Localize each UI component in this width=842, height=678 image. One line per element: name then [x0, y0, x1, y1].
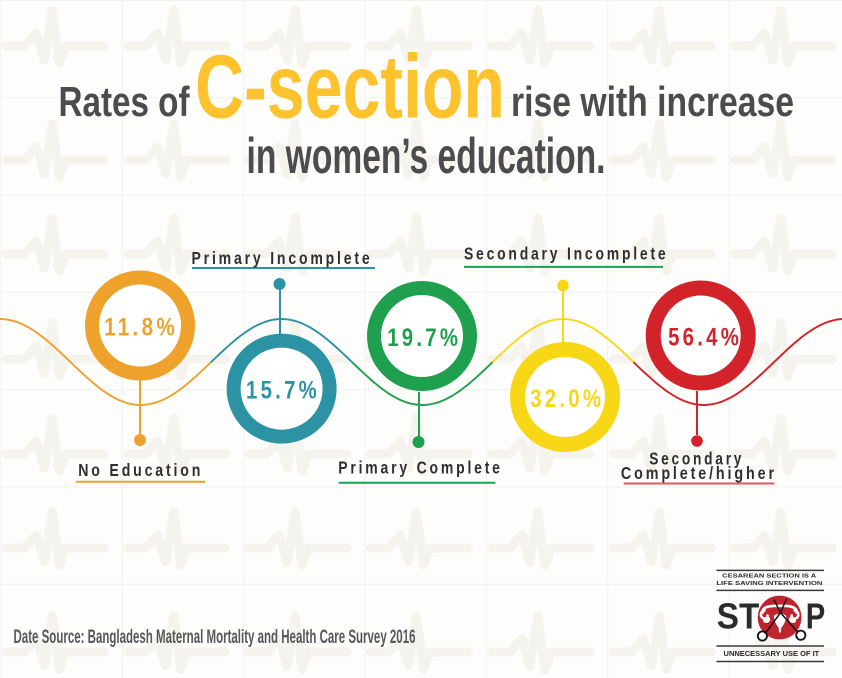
svg-text:Primary Incomplete: Primary Incomplete: [192, 248, 373, 268]
svg-text:15.7%: 15.7%: [246, 377, 320, 405]
svg-text:LIFE SAVING INTERVENTION: LIFE SAVING INTERVENTION: [716, 581, 822, 587]
svg-text:No Education: No Education: [78, 460, 203, 480]
svg-text:56.4%: 56.4%: [668, 324, 742, 352]
svg-text:ST: ST: [717, 596, 760, 637]
svg-text:Secondary Incomplete: Secondary Incomplete: [464, 244, 669, 264]
svg-text:Secondary: Secondary: [649, 449, 744, 469]
svg-text:Date Source: Bangladesh Matern: Date Source: Bangladesh Maternal Mortali…: [14, 627, 416, 648]
svg-text:32.0%: 32.0%: [530, 385, 604, 413]
svg-text:UNNECESSARY USE OF IT: UNNECESSARY USE OF IT: [724, 649, 820, 658]
svg-text:Complete/higher: Complete/higher: [621, 463, 777, 483]
svg-text:CESAREAN SECTION IS A: CESAREAN SECTION IS A: [722, 574, 817, 580]
svg-text:in women’s education.: in women’s education.: [247, 128, 606, 184]
svg-text:Rates of: Rates of: [59, 78, 191, 125]
svg-text:C-section: C-section: [195, 38, 505, 138]
svg-text:Primary Complete: Primary Complete: [338, 458, 503, 478]
svg-text:19.7%: 19.7%: [387, 324, 461, 352]
svg-text:11.8%: 11.8%: [104, 314, 178, 342]
svg-text:rise with increase: rise with increase: [511, 78, 794, 125]
svg-text:P: P: [806, 596, 826, 637]
